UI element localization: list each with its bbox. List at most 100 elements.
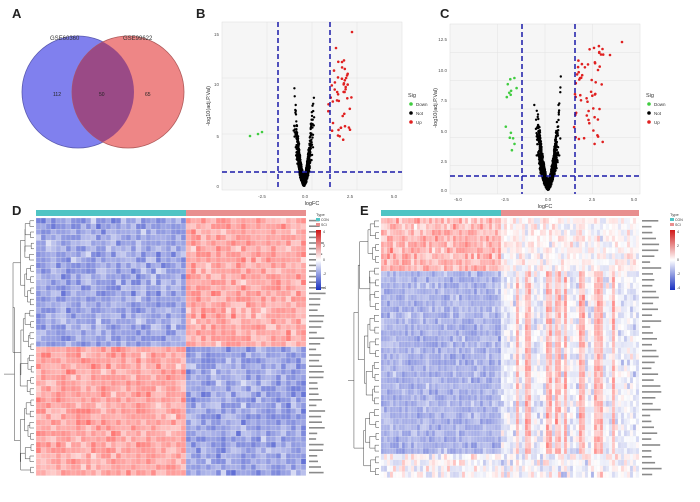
heatmap-cell xyxy=(120,380,127,387)
heatmap-cell xyxy=(135,341,142,347)
heatmap-cell xyxy=(225,290,232,297)
heatmap-cell xyxy=(155,240,162,247)
heatmap-cell xyxy=(235,352,242,359)
heatmap-cell xyxy=(255,369,262,375)
heatmap-cell xyxy=(285,290,292,297)
heatmap-cell xyxy=(165,369,172,375)
heatmap-cell xyxy=(175,301,182,308)
heatmap-cell xyxy=(215,285,222,291)
heatmap-cell xyxy=(50,257,57,263)
heatmap-cell xyxy=(110,352,117,359)
heatmap-cell xyxy=(50,234,57,241)
not-point xyxy=(294,146,297,149)
heatmap-cell xyxy=(95,223,102,230)
heatmap-cell xyxy=(200,341,207,347)
heatmap-cell xyxy=(165,279,172,286)
heatmap-cell xyxy=(150,279,157,286)
heatmap-cell xyxy=(245,391,252,398)
heatmap-cell xyxy=(75,385,82,392)
heatmap-cell xyxy=(105,374,112,381)
heatmap-cell xyxy=(185,285,192,291)
heatmap-cell xyxy=(80,352,87,359)
heatmap-cell xyxy=(50,363,57,370)
heatmap-cell xyxy=(80,307,87,314)
heatmap-cell xyxy=(120,391,127,398)
heatmap-cell xyxy=(35,217,42,224)
heatmap-cell xyxy=(230,346,237,353)
heatmap-cell xyxy=(210,240,217,247)
heatmap-cell xyxy=(235,223,242,230)
heatmap-cell xyxy=(210,313,217,319)
heatmap-cell xyxy=(235,262,242,269)
heatmap-cell xyxy=(300,273,307,280)
heatmap-cell xyxy=(295,268,302,275)
heatmap-cell xyxy=(235,273,242,280)
heatmap-cell xyxy=(125,234,132,241)
heatmap-cell xyxy=(45,223,52,230)
heatmap-cell xyxy=(235,357,242,364)
heatmap-cell xyxy=(65,357,72,364)
heatmap-cell xyxy=(95,262,102,269)
heatmap-cell xyxy=(275,240,282,247)
up-point xyxy=(601,140,604,144)
heatmap-cell xyxy=(220,217,227,224)
up-point xyxy=(586,100,589,103)
volcano-c-points xyxy=(504,40,624,192)
heatmap-cell xyxy=(45,380,52,387)
heatmap-cell xyxy=(210,324,217,331)
heatmap-cell xyxy=(180,352,187,359)
heatmap-cell xyxy=(50,296,57,303)
down-point xyxy=(507,91,511,95)
heatmap-cell xyxy=(120,369,127,375)
heatmap-cell xyxy=(195,273,202,280)
heatmap-cell xyxy=(145,357,152,364)
heatmap-cell xyxy=(85,301,92,308)
heatmap-cell xyxy=(295,229,302,235)
heatmap-cell xyxy=(180,397,187,403)
up-point xyxy=(344,76,348,80)
heatmap-cell xyxy=(150,380,157,387)
heatmap-cell xyxy=(40,223,47,230)
not-point xyxy=(540,152,543,155)
heatmap-cell xyxy=(70,397,77,403)
not-point xyxy=(305,166,308,169)
heatmap-cell xyxy=(205,352,212,359)
heatmap-cell xyxy=(245,313,252,319)
heatmap-cell xyxy=(275,335,282,342)
volcano-b-xtick: 0.0 xyxy=(302,194,309,199)
heatmap-cell xyxy=(75,285,82,291)
heatmap-cell xyxy=(65,346,72,353)
not-point xyxy=(308,147,312,151)
heatmap-cell xyxy=(205,296,212,303)
heatmap-cell xyxy=(160,402,167,409)
heatmap-cell xyxy=(80,240,87,247)
heatmap-cell xyxy=(120,279,127,286)
heatmap-cell xyxy=(125,262,132,269)
heatmap-cell xyxy=(135,273,142,280)
heatmap-cell xyxy=(100,408,107,415)
heatmap-cell xyxy=(300,380,307,387)
volcano-c-ytick: 10.0 xyxy=(438,68,447,73)
up-point xyxy=(344,88,347,91)
heatmap-cell xyxy=(260,380,267,387)
heatmap-cell xyxy=(235,290,242,297)
heatmap-cell xyxy=(140,268,147,275)
heatmap-cell xyxy=(80,397,87,403)
heatmap-cell xyxy=(210,245,217,252)
heatmap-cell xyxy=(110,234,117,241)
heatmap-cell xyxy=(110,318,117,325)
heatmap-cell xyxy=(275,262,282,269)
heatmap-cell xyxy=(270,369,277,375)
heatmap-cell xyxy=(160,329,167,336)
heatmap-cell xyxy=(165,307,172,314)
heatmap-cell xyxy=(290,262,297,269)
heatmap-cell xyxy=(230,301,237,308)
heatmap-cell xyxy=(185,229,192,235)
heatmap-cell xyxy=(285,301,292,308)
heatmap-cell xyxy=(120,307,127,314)
heatmap-cell xyxy=(115,341,122,347)
volcano-c-xtick: 0.0 xyxy=(545,197,552,202)
heatmap-cell xyxy=(240,251,247,258)
heatmap-cell xyxy=(85,352,92,359)
up-point xyxy=(340,77,344,80)
